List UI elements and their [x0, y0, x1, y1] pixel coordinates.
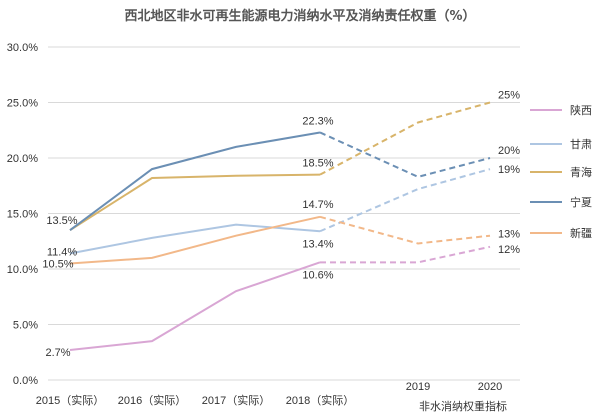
series-line-target — [319, 131, 491, 178]
x-tick-label: 2020 — [478, 381, 502, 393]
x-axis-ticks: 2015（实际） 2016（实际） 2017（实际） 2018（实际） 2019 2020 — [36, 381, 502, 407]
x-tick-label: 2016（实际） — [118, 393, 186, 407]
y-tick-label: 5.0% — [13, 320, 38, 332]
x-tick-label: 2017（实际） — [202, 393, 270, 407]
x-axis-note: 非水消纳权重指标 — [419, 399, 507, 413]
legend-label: 甘肃 — [570, 138, 592, 151]
data-label: 20% — [498, 145, 520, 157]
data-labels: 2.7% 10.6% 12% 11.4% 13.4% 19% 13.5% 18.5% 25% 22… — [42, 90, 520, 360]
series-line-actual — [69, 223, 321, 255]
data-label: 2.7% — [45, 347, 70, 359]
legend-label: 新疆 — [570, 226, 592, 240]
y-tick-label: 10.0% — [7, 264, 38, 276]
data-label: 13.5% — [46, 215, 77, 227]
data-label: 12% — [498, 244, 520, 256]
data-label: 10.5% — [42, 258, 73, 270]
data-label: 13% — [498, 229, 520, 241]
data-label: 14.7% — [302, 199, 333, 211]
series-line-target — [320, 245, 491, 264]
series-lines — [69, 101, 491, 352]
y-tick-label: 15.0% — [7, 209, 38, 221]
data-label: 22.3% — [302, 115, 333, 127]
y-tick-label: 20.0% — [7, 153, 38, 165]
y-tick-label: 0.0% — [13, 375, 38, 387]
y-axis-ticks: 0.0% 5.0% 10.0% 15.0% 20.0% 25.0% 30.0% — [7, 42, 38, 387]
series-line-actual — [69, 261, 321, 352]
y-tick-label: 30.0% — [7, 42, 38, 54]
legend-label: 陕西 — [570, 103, 592, 117]
data-label: 10.6% — [302, 269, 333, 281]
x-tick-label: 2019 — [406, 381, 430, 393]
data-label: 25% — [498, 90, 520, 102]
series-line-target — [319, 215, 491, 245]
x-tick-label: 2015（实际） — [36, 393, 104, 407]
data-label: 13.4% — [302, 238, 333, 250]
series-line-actual — [69, 131, 321, 231]
data-label: 11.4% — [47, 246, 78, 258]
y-tick-label: 25.0% — [7, 98, 38, 110]
series-line-actual — [69, 215, 321, 265]
series-line-actual — [69, 173, 321, 231]
x-tick-label: 2018（实际） — [286, 393, 354, 407]
series-line-target — [319, 101, 491, 176]
grid-lines — [48, 46, 520, 381]
data-label: 19% — [498, 164, 520, 176]
chart-title: 西北地区非水可再生能源电力消纳水平及消纳责任权重（%） — [124, 8, 475, 24]
legend-label: 青海 — [570, 165, 592, 179]
data-label: 18.5% — [302, 158, 333, 170]
series-line-target — [319, 168, 491, 233]
legend-label: 宁夏 — [570, 195, 592, 209]
